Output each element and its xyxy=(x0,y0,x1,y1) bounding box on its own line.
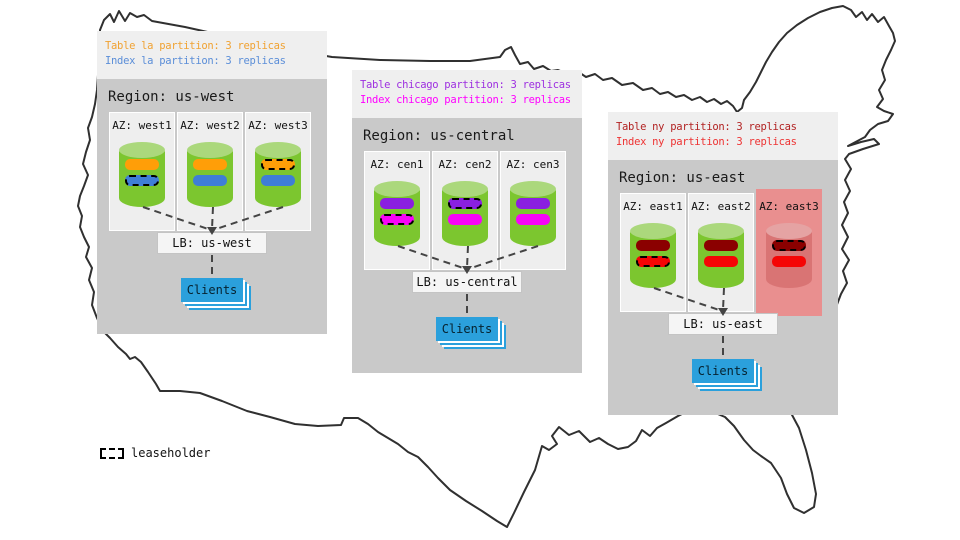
database-cylinder xyxy=(698,223,744,288)
az-label: AZ: cen1 xyxy=(370,158,424,171)
load-balancer-us-central: LB: us-central xyxy=(412,271,522,293)
index-replica-bar xyxy=(636,256,670,267)
region-group-us-west: Table la partition: 3 replicas Index la … xyxy=(97,31,327,343)
clients-box-us-central: Clients xyxy=(436,317,498,341)
az-east2: AZ: east2 xyxy=(688,193,754,312)
table-replica-bar xyxy=(636,240,670,251)
az-cen2: AZ: cen2 xyxy=(432,151,498,270)
index-replica-bar xyxy=(704,256,738,267)
region-panel-us-east: Region: us-east AZ: east1 AZ: east2 xyxy=(608,160,838,415)
legend-label: leaseholder xyxy=(131,446,211,460)
clients-box-us-east: Clients xyxy=(692,359,754,383)
az-label: AZ: cen2 xyxy=(438,158,492,171)
region-panel-us-west: Region: us-west AZ: west1 AZ: west2 xyxy=(97,79,327,334)
index-replica-bar xyxy=(125,175,159,186)
az-east1: AZ: east1 xyxy=(620,193,686,312)
index-replica-bar xyxy=(772,256,806,267)
region-title: Region: us-east xyxy=(619,170,746,186)
az-label: AZ: west1 xyxy=(112,119,172,132)
leaseholder-dashed-box-icon xyxy=(100,447,124,459)
database-cylinder xyxy=(187,142,233,207)
callout-line-table: Table chicago partition: 3 replicas xyxy=(360,79,571,91)
index-replica-bar xyxy=(193,175,227,186)
callout-line-index: Index chicago partition: 3 replicas xyxy=(360,94,571,106)
az-label: AZ: cen3 xyxy=(506,158,560,171)
az-label: AZ: east1 xyxy=(623,200,683,213)
az-cen3: AZ: cen3 xyxy=(500,151,566,270)
table-replica-bar xyxy=(125,159,159,170)
callout-line-index: Index ny partition: 3 replicas xyxy=(616,136,797,148)
database-cylinder xyxy=(510,181,556,246)
az-west2: AZ: west2 xyxy=(177,112,243,231)
callout-line-table: Table ny partition: 3 replicas xyxy=(616,121,797,133)
database-cylinder xyxy=(255,142,301,207)
az-west3: AZ: west3 xyxy=(245,112,311,231)
table-replica-bar xyxy=(193,159,227,170)
index-replica-bar xyxy=(380,214,414,225)
region-title: Region: us-west xyxy=(108,89,235,105)
index-replica-bar xyxy=(516,214,550,225)
legend: leaseholder xyxy=(100,446,210,460)
region-title: Region: us-central xyxy=(363,128,515,144)
az-cen1: AZ: cen1 xyxy=(364,151,430,270)
az-east3: AZ: east3 xyxy=(756,189,822,316)
partition-callout-us-east: Table ny partition: 3 replicas Index ny … xyxy=(608,112,838,160)
database-cylinder xyxy=(766,223,812,288)
index-replica-bar xyxy=(261,175,295,186)
index-replica-bar xyxy=(448,214,482,225)
table-replica-bar xyxy=(704,240,738,251)
database-cylinder xyxy=(630,223,676,288)
database-cylinder xyxy=(374,181,420,246)
az-row: AZ: west1 AZ: west2 AZ: west3 xyxy=(109,112,311,231)
az-west1: AZ: west1 xyxy=(109,112,175,231)
load-balancer-us-west: LB: us-west xyxy=(157,232,267,254)
table-replica-bar xyxy=(261,159,295,170)
az-label: AZ: west2 xyxy=(180,119,240,132)
table-replica-bar xyxy=(772,240,806,251)
callout-line-table: Table la partition: 3 replicas xyxy=(105,40,286,52)
load-balancer-us-east: LB: us-east xyxy=(668,313,778,335)
region-panel-us-central: Region: us-central AZ: cen1 AZ: cen2 xyxy=(352,118,582,373)
database-cylinder xyxy=(442,181,488,246)
az-row: AZ: cen1 AZ: cen2 AZ: cen3 xyxy=(364,151,566,270)
partition-callout-us-central: Table chicago partition: 3 replicas Inde… xyxy=(352,70,582,118)
az-row: AZ: east1 AZ: east2 AZ: east3 xyxy=(620,189,822,316)
database-cylinder xyxy=(119,142,165,207)
az-label: AZ: west3 xyxy=(248,119,308,132)
partition-callout-us-west: Table la partition: 3 replicas Index la … xyxy=(97,31,327,79)
az-label: AZ: east2 xyxy=(691,200,751,213)
clients-box-us-west: Clients xyxy=(181,278,243,302)
callout-line-index: Index la partition: 3 replicas xyxy=(105,55,286,67)
table-replica-bar xyxy=(516,198,550,209)
region-group-us-east: Table ny partition: 3 replicas Index ny … xyxy=(608,112,838,424)
region-group-us-central: Table chicago partition: 3 replicas Inde… xyxy=(352,70,582,382)
table-replica-bar xyxy=(380,198,414,209)
table-replica-bar xyxy=(448,198,482,209)
az-label: AZ: east3 xyxy=(759,200,819,213)
